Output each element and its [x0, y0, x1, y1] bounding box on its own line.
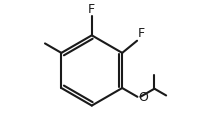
- Text: O: O: [138, 91, 148, 104]
- Text: F: F: [88, 3, 95, 16]
- Text: F: F: [138, 27, 145, 40]
